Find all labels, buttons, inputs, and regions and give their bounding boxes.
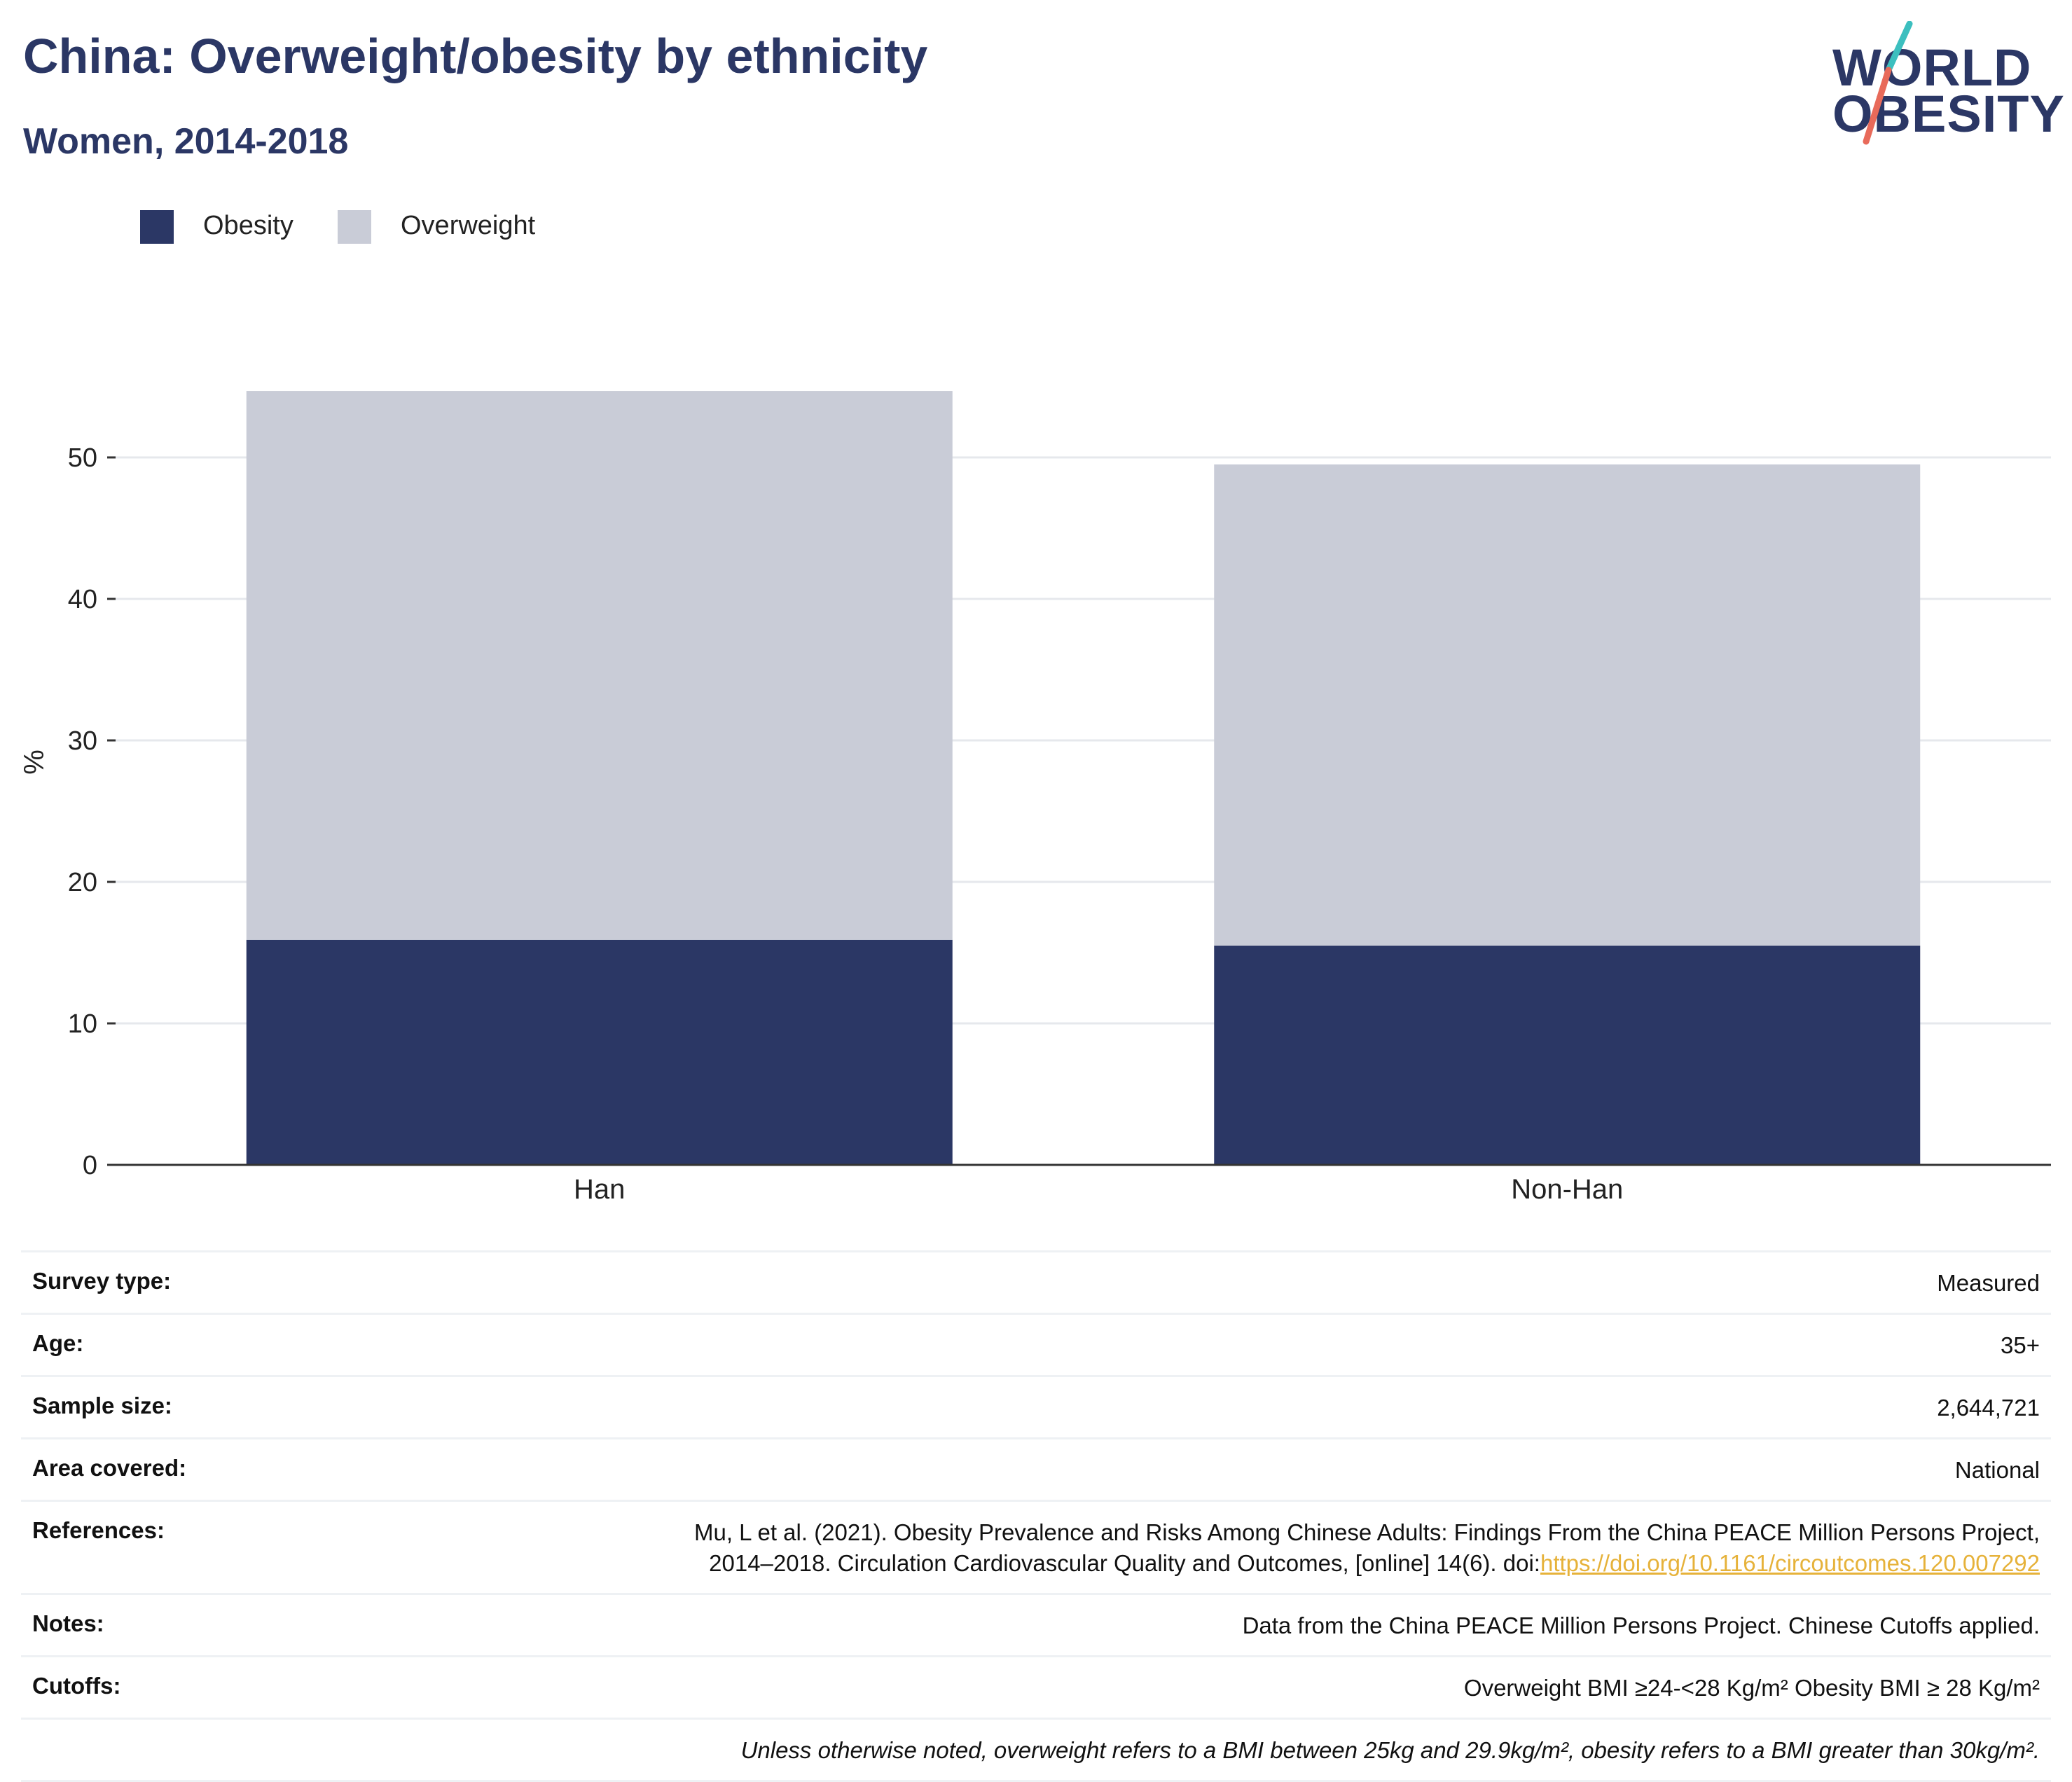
- y-tick-label: 40: [68, 585, 97, 614]
- info-row-sample-size: Sample size: 2,644,721: [21, 1375, 2051, 1437]
- cutoffs-value: Overweight BMI ≥24-<28 Kg/m² Obesity BMI…: [1463, 1675, 2040, 1701]
- y-tick-label: 0: [83, 1151, 97, 1180]
- survey-info-table: Survey type: Measured Age: 35+ Sample si…: [21, 1250, 2051, 1782]
- sample-size-value: 2,644,721: [1937, 1395, 2040, 1421]
- y-tick-label: 20: [68, 868, 97, 897]
- bar-obesity-han[interactable]: [246, 939, 953, 1165]
- logo-line-1: WORLD: [1832, 39, 2032, 97]
- x-tick-label: Han: [574, 1174, 625, 1205]
- world-obesity-logo: WORLD OBESITY: [1832, 21, 2064, 147]
- references-value: Mu, L et al. (2021). Obesity Prevalence …: [21, 1502, 2051, 1593]
- cutoffs-label: Cutoffs:: [32, 1673, 121, 1699]
- legend-swatch-obesity: [140, 210, 174, 244]
- survey-type-value: Measured: [1937, 1270, 2040, 1296]
- notes-label: Notes:: [32, 1610, 104, 1636]
- y-tick-label: 50: [68, 443, 97, 473]
- survey-type-label: Survey type:: [32, 1268, 172, 1294]
- y-axis-label: %: [19, 750, 50, 775]
- info-row-age: Age: 35+: [21, 1313, 2051, 1375]
- info-row-footnote: Unless otherwise noted, overweight refer…: [21, 1718, 2051, 1782]
- info-row-notes: Notes: Data from the China PEACE Million…: [21, 1593, 2051, 1655]
- reference-text-line-2: 2014–2018. Circulation Cardiovascular Qu…: [441, 1548, 2040, 1579]
- info-row-cutoffs: Cutoffs: Overweight BMI ≥24-<28 Kg/m² Ob…: [21, 1655, 2051, 1718]
- info-row-survey-type: Survey type: Measured: [21, 1250, 2051, 1313]
- logo-slash-icon: [1863, 21, 1913, 145]
- info-row-references: References: Mu, L et al. (2021). Obesity…: [21, 1500, 2051, 1593]
- stacked-bar-chart: 0 10 20 30 40 50 Han Non-Han %: [19, 391, 2051, 1205]
- age-label: Age:: [32, 1330, 84, 1356]
- bar-obesity-non-han[interactable]: [1214, 945, 1921, 1165]
- notes-value: Data from the China PEACE Million Person…: [1242, 1612, 2040, 1638]
- sample-size-label: Sample size:: [32, 1393, 172, 1418]
- y-tick-label: 30: [68, 726, 97, 756]
- info-row-area-covered: Area covered: National: [21, 1437, 2051, 1500]
- chart-subtitle: Women, 2014-2018: [23, 121, 349, 162]
- bar-overweight-non-han[interactable]: [1214, 464, 1921, 946]
- legend-label-obesity: Obesity: [203, 211, 293, 240]
- legend-label-overweight: Overweight: [401, 211, 536, 240]
- y-tick-label: 10: [68, 1009, 97, 1039]
- bmi-definition-footnote: Unless otherwise noted, overweight refer…: [740, 1737, 2040, 1763]
- bar-overweight-han[interactable]: [246, 391, 953, 940]
- reference-text-line-1: Mu, L et al. (2021). Obesity Prevalence …: [694, 1519, 2040, 1545]
- references-label: References:: [32, 1517, 165, 1543]
- area-covered-value: National: [1954, 1457, 2040, 1483]
- area-covered-label: Area covered:: [32, 1455, 187, 1481]
- age-value: 35+: [2001, 1332, 2040, 1358]
- chart-title: China: Overweight/obesity by ethnicity: [23, 29, 928, 83]
- doi-link[interactable]: https://doi.org/10.1161/circoutcomes.120…: [1540, 1550, 2040, 1576]
- reference-text-line-2-prefix: 2014–2018. Circulation Cardiovascular Qu…: [709, 1550, 1540, 1576]
- legend-swatch-overweight: [338, 210, 371, 244]
- x-tick-label: Non-Han: [1511, 1174, 1623, 1205]
